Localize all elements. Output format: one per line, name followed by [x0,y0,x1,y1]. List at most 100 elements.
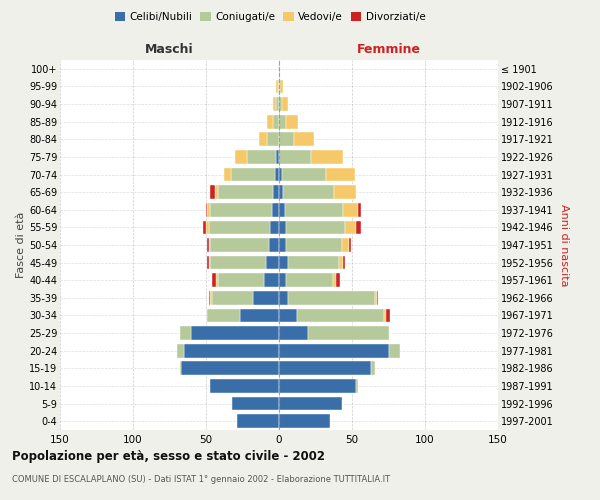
Bar [184,344,279,358]
Bar [384,308,386,322]
Bar [288,291,376,304]
Bar [270,220,279,234]
Text: Femmine: Femmine [356,44,421,57]
Bar [224,168,231,181]
Bar [279,326,308,340]
Bar [343,256,344,270]
Bar [282,168,326,181]
Bar [283,186,334,199]
Text: COMUNE DI ESCALAPLANO (SU) - Dati ISTAT 1° gennaio 2002 - Elaborazione TUTTITALI: COMUNE DI ESCALAPLANO (SU) - Dati ISTAT … [12,475,390,484]
Y-axis label: Anni di nascita: Anni di nascita [559,204,569,286]
Bar [279,115,286,128]
Bar [279,396,342,410]
Bar [215,186,218,199]
Bar [371,362,376,375]
Bar [253,291,279,304]
Bar [293,132,314,146]
Bar [272,203,279,216]
Bar [276,150,279,164]
Bar [209,291,211,304]
Bar [279,186,283,199]
Bar [180,362,181,375]
Bar [266,256,279,270]
Bar [208,308,239,322]
Bar [326,168,355,181]
Bar [279,150,311,164]
Bar [212,291,253,304]
Bar [231,168,275,181]
Bar [279,97,282,111]
Bar [180,326,191,340]
Bar [336,274,340,287]
Bar [279,414,330,428]
Bar [259,132,268,146]
Bar [389,344,400,358]
Bar [247,150,276,164]
Bar [286,274,333,287]
Bar [334,186,356,199]
Bar [280,80,283,94]
Bar [356,220,361,234]
Bar [235,150,247,164]
Bar [276,97,279,111]
Bar [376,291,377,304]
Bar [218,186,273,199]
Bar [273,97,276,111]
Bar [288,256,339,270]
Bar [211,379,279,393]
Bar [278,80,279,94]
Bar [279,362,371,375]
Bar [265,274,279,287]
Bar [377,291,378,304]
Bar [211,203,272,216]
Bar [275,168,279,181]
Y-axis label: Fasce di età: Fasce di età [16,212,26,278]
Bar [286,238,342,252]
Text: Maschi: Maschi [145,44,194,57]
Bar [191,326,279,340]
Bar [239,308,279,322]
Bar [208,203,211,216]
Bar [211,256,266,270]
Bar [211,238,269,252]
Bar [286,220,345,234]
Bar [349,238,350,252]
Bar [211,186,215,199]
Bar [342,238,349,252]
Bar [356,379,358,393]
Bar [282,97,288,111]
Bar [268,115,273,128]
Legend: Celibi/Nubili, Coniugati/e, Vedovi/e, Divorziati/e: Celibi/Nubili, Coniugati/e, Vedovi/e, Di… [110,8,430,26]
Bar [181,362,279,375]
Bar [211,291,212,304]
Bar [285,203,343,216]
Bar [273,186,279,199]
Bar [343,203,358,216]
Bar [279,256,288,270]
Bar [286,115,298,128]
Bar [311,150,343,164]
Bar [177,344,184,358]
Bar [279,379,356,393]
Bar [279,344,389,358]
Bar [333,274,336,287]
Bar [279,80,280,94]
Bar [339,256,343,270]
Bar [232,396,279,410]
Bar [216,274,218,287]
Bar [344,220,356,234]
Bar [279,220,286,234]
Bar [203,220,206,234]
Bar [268,132,279,146]
Bar [296,308,384,322]
Bar [279,203,285,216]
Bar [308,326,389,340]
Bar [279,168,282,181]
Bar [206,203,208,216]
Bar [269,238,279,252]
Bar [218,274,265,287]
Bar [208,238,209,252]
Bar [208,256,209,270]
Text: Popolazione per età, sesso e stato civile - 2002: Popolazione per età, sesso e stato civil… [12,450,325,463]
Bar [209,238,211,252]
